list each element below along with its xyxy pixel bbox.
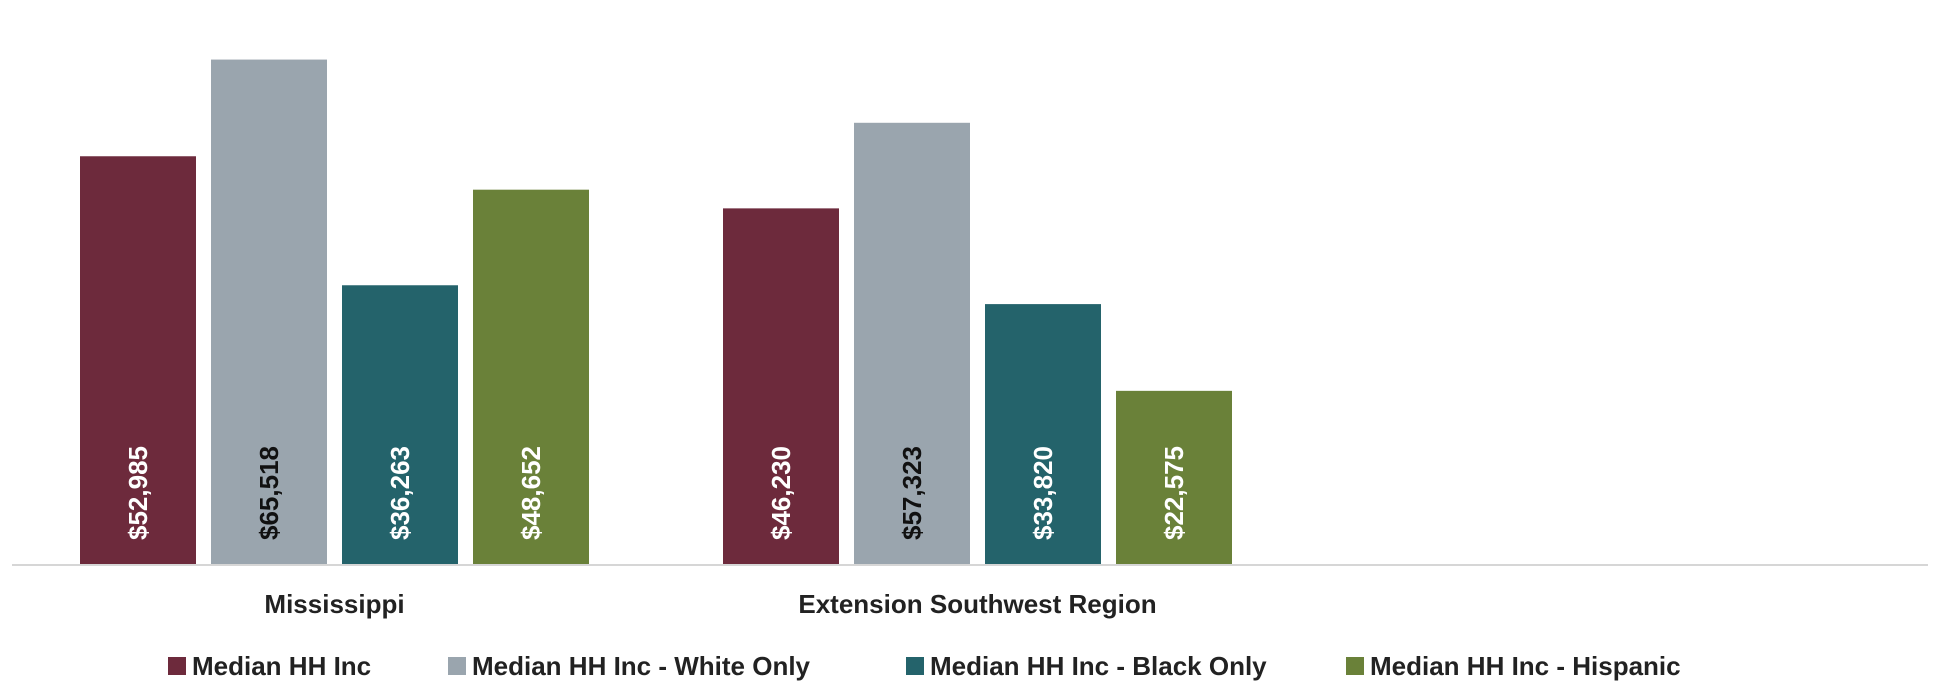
bar-value-label: $52,985 xyxy=(123,446,153,540)
category-label: Extension Southwest Region xyxy=(798,589,1156,619)
legend-label: Median HH Inc - Black Only xyxy=(930,651,1267,681)
legend: Median HH Inc Median HH Inc - White Only M… xyxy=(168,651,1681,681)
bar-4-1 xyxy=(473,189,589,565)
bars-layer: $52,985 $65,518 $36,263 $48,652 $46,230 $57,3… xyxy=(80,59,1232,565)
category-label: Mississippi xyxy=(264,589,404,619)
bar-1-1 xyxy=(80,156,196,565)
bar-3-2 xyxy=(985,304,1101,565)
legend-label: Median HH Inc xyxy=(192,651,371,681)
bar-value-label: $22,575 xyxy=(1159,446,1189,540)
legend-swatch xyxy=(1346,657,1364,675)
category-labels: Mississippi Extension Southwest Region xyxy=(264,589,1156,619)
bar-2-2 xyxy=(854,122,970,565)
legend-label: Median HH Inc - White Only xyxy=(472,651,811,681)
bar-4-2 xyxy=(1116,390,1232,565)
bar-3-1 xyxy=(342,285,458,565)
legend-swatch xyxy=(906,657,924,675)
bar-value-label: $36,263 xyxy=(385,446,415,540)
legend-swatch xyxy=(448,657,466,675)
legend-label: Median HH Inc - Hispanic xyxy=(1370,651,1681,681)
bar-value-label: $48,652 xyxy=(516,446,546,540)
bar-value-label: $33,820 xyxy=(1028,446,1058,540)
bar-value-label: $57,323 xyxy=(897,446,927,540)
legend-swatch xyxy=(168,657,186,675)
bar-1-2 xyxy=(723,208,839,565)
bar-value-label: $46,230 xyxy=(766,446,796,540)
bar-2-1 xyxy=(211,59,327,565)
bar-value-label: $65,518 xyxy=(254,446,284,540)
